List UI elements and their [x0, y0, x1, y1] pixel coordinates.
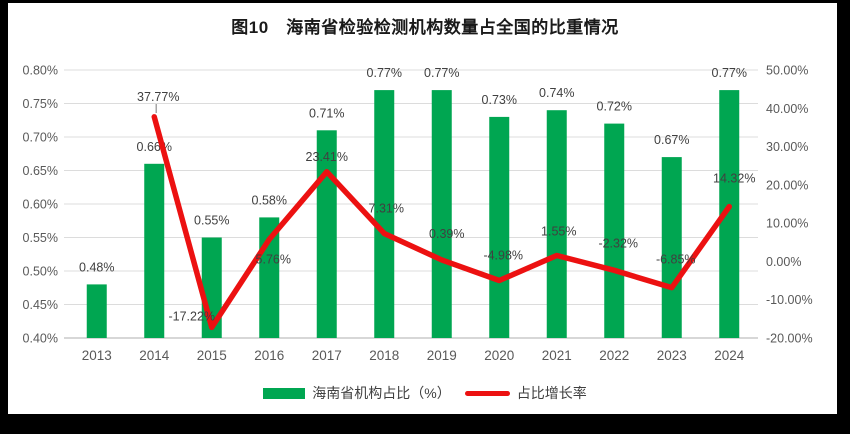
left-axis-tick-label: 0.45% [23, 298, 58, 312]
left-axis-tick-label: 0.70% [23, 131, 58, 145]
legend: 海南省机构占比（%） 占比增长率 [0, 383, 850, 403]
line-label-2023: -6.85% [656, 253, 696, 267]
bar-label-2015: 0.55% [194, 214, 229, 228]
bar-label-2013: 0.48% [79, 260, 114, 274]
bar-label-2018: 0.77% [367, 66, 402, 80]
line-label-2014: 37.77% [137, 90, 179, 104]
x-axis-label-2019: 2019 [427, 348, 457, 363]
right-axis-tick-label: 20.00% [766, 178, 808, 192]
bar-label-2016: 0.58% [252, 193, 287, 207]
x-axis-label-2023: 2023 [657, 348, 687, 363]
bar-2021 [546, 110, 567, 338]
right-axis-tick-label: -20.00% [766, 332, 813, 346]
bar-label-2024: 0.77% [712, 66, 747, 80]
legend-line-swatch-icon [464, 390, 510, 396]
bar-label-2022: 0.72% [597, 100, 632, 114]
bar-label-2019: 0.77% [424, 66, 459, 80]
line-label-2017: 23.41% [306, 150, 348, 164]
legend-line-label: 占比增长率 [516, 385, 587, 401]
x-axis-label-2024: 2024 [714, 348, 745, 363]
bar-2020 [489, 116, 510, 339]
left-axis-tick-label: 0.55% [23, 231, 58, 245]
line-label-2016: 5.76% [256, 252, 291, 266]
left-axis-tick-label: 0.40% [23, 332, 58, 346]
legend-bar-swatch-icon [263, 387, 306, 399]
left-axis-tick-label: 0.50% [23, 265, 58, 279]
bar-label-2020: 0.73% [482, 93, 517, 107]
x-axis-label-2014: 2014 [139, 348, 170, 363]
chart-title: 图10 海南省检验检测机构数量占全国的比重情况 [231, 18, 619, 37]
line-label-2021: 1.55% [541, 224, 576, 238]
right-axis-tick-label: 10.00% [766, 217, 808, 231]
left-axis-tick-label: 0.80% [23, 64, 58, 78]
x-axis-label-2020: 2020 [484, 348, 514, 363]
bar-2014 [144, 163, 165, 338]
left-axis-tick-label: 0.60% [23, 198, 58, 212]
bar-label-2014: 0.66% [137, 140, 172, 154]
x-axis-label-2015: 2015 [197, 348, 227, 363]
legend-bar-label: 海南省机构占比（%） [312, 385, 451, 401]
bar-label-2021: 0.74% [539, 86, 574, 100]
x-axis-label-2022: 2022 [599, 348, 629, 363]
growth-rate-line [151, 114, 732, 331]
right-axis-tick-label: 0.00% [766, 255, 801, 269]
bar-2017 [316, 130, 337, 338]
right-axis-tick-label: -10.00% [766, 293, 813, 307]
right-axis-tick-label: 40.00% [766, 102, 808, 116]
bar-2022 [604, 123, 625, 338]
line-label-2015: -17.22% [168, 309, 215, 323]
bar-2013 [86, 284, 107, 338]
right-axis-tick-label: 30.00% [766, 140, 808, 154]
x-axis-label-2016: 2016 [254, 348, 284, 363]
bar-label-2017: 0.71% [309, 106, 344, 120]
line-label-2019: 0.39% [429, 227, 464, 241]
bar-2018 [374, 90, 395, 338]
bar-label-2023: 0.67% [654, 133, 689, 147]
bar-2019 [431, 90, 452, 338]
line-label-2020: -4.98% [483, 248, 523, 262]
line-label-2024: 14.32% [713, 172, 755, 186]
x-axis-label-2018: 2018 [369, 348, 399, 363]
x-axis-label-2021: 2021 [542, 348, 572, 363]
right-axis-tick-label: 50.00% [766, 64, 808, 78]
x-axis-label-2013: 2013 [82, 348, 112, 363]
line-label-2022: -2.32% [598, 236, 638, 250]
bar-2023 [661, 157, 682, 338]
line-label-2018: 7.31% [369, 201, 404, 215]
bar-2024 [719, 90, 740, 338]
left-axis-tick-label: 0.65% [23, 164, 58, 178]
x-axis-label-2017: 2017 [312, 348, 342, 363]
left-axis-tick-label: 0.75% [23, 97, 58, 111]
